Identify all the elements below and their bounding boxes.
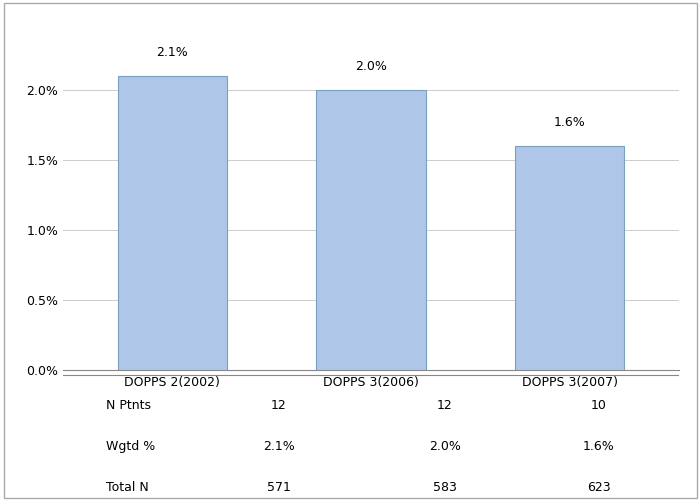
Text: Total N: Total N [106,481,149,494]
Text: 2.1%: 2.1% [262,440,295,453]
Text: 583: 583 [433,481,457,494]
Text: 12: 12 [437,399,453,412]
Text: 2.0%: 2.0% [355,60,387,73]
Bar [118,76,227,370]
Text: Wgtd %: Wgtd % [106,440,155,453]
Text: 623: 623 [587,481,610,494]
Text: N Ptnts: N Ptnts [106,399,151,412]
Text: 1.6%: 1.6% [554,116,586,129]
Text: 2.1%: 2.1% [156,46,188,59]
Text: 12: 12 [271,399,286,412]
Text: 10: 10 [591,399,607,412]
Bar [515,146,624,370]
Text: 571: 571 [267,481,290,494]
Text: 2.0%: 2.0% [429,440,461,453]
Text: 1.6%: 1.6% [583,440,615,453]
Bar [316,90,426,370]
